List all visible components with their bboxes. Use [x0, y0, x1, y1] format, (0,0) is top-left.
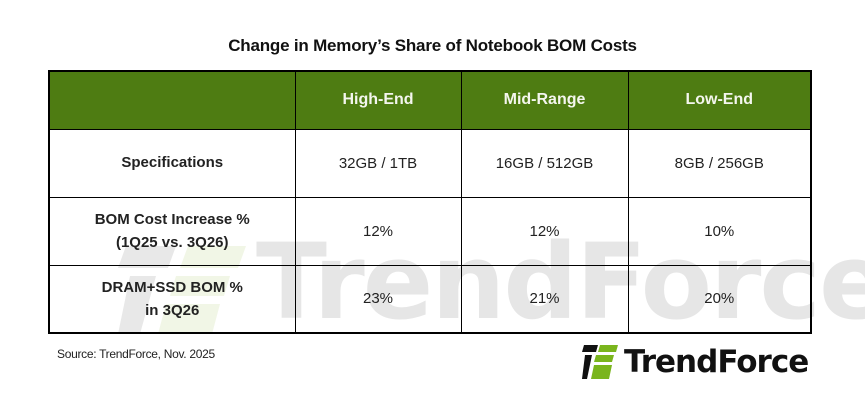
cell-mid-range: 16GB / 512GB [460, 128, 629, 198]
trendforce-logo-icon [582, 345, 618, 379]
row-label: Specifications [48, 128, 296, 198]
source-note: Source: TrendForce, Nov. 2025 [57, 347, 215, 361]
table-header-row: High-End Mid-Range Low-End [48, 70, 812, 130]
logo-text: TrendForce [624, 343, 809, 380]
cell-high-end: 23% [294, 264, 462, 334]
row-label: BOM Cost Increase % (1Q25 vs. 3Q26) [48, 196, 296, 266]
cell-high-end: 12% [294, 196, 462, 266]
header-empty-cell [48, 70, 296, 130]
row-label-line2: in 3Q26 [145, 301, 200, 319]
cell-high-end: 32GB / 1TB [294, 128, 462, 198]
row-label-line1: BOM Cost Increase % [94, 210, 250, 228]
table-row-bom-cost-increase: BOM Cost Increase % (1Q25 vs. 3Q26) 12% … [48, 196, 812, 266]
header-low-end: Low-End [627, 70, 812, 130]
cell-mid-range: 21% [460, 264, 629, 334]
row-label-line2: (1Q25 vs. 3Q26) [115, 234, 229, 251]
cell-low-end: 8GB / 256GB [627, 128, 812, 198]
row-label: DRAM+SSD BOM % in 3Q26 [48, 264, 296, 334]
comparison-table-container: TrendForce High-End Mid-Range Low-End Sp… [48, 70, 865, 334]
header-mid-range: Mid-Range [460, 70, 629, 130]
table-row-specifications: Specifications 32GB / 1TB 16GB / 512GB 8… [48, 128, 812, 198]
trendforce-logo: TrendForce [582, 343, 809, 380]
cell-low-end: 20% [627, 264, 812, 334]
memory-bom-table: High-End Mid-Range Low-End Specification… [48, 70, 812, 334]
cell-low-end: 10% [627, 196, 812, 266]
table-title: Change in Memory’s Share of Notebook BOM… [228, 36, 637, 55]
header-high-end: High-End [294, 70, 462, 130]
table-row-dram-ssd-bom: DRAM+SSD BOM % in 3Q26 23% 21% 20% [48, 264, 812, 334]
row-label-line1: DRAM+SSD BOM % [101, 278, 243, 296]
cell-mid-range: 12% [460, 196, 629, 266]
row-label-line1: Specifications [121, 154, 224, 172]
